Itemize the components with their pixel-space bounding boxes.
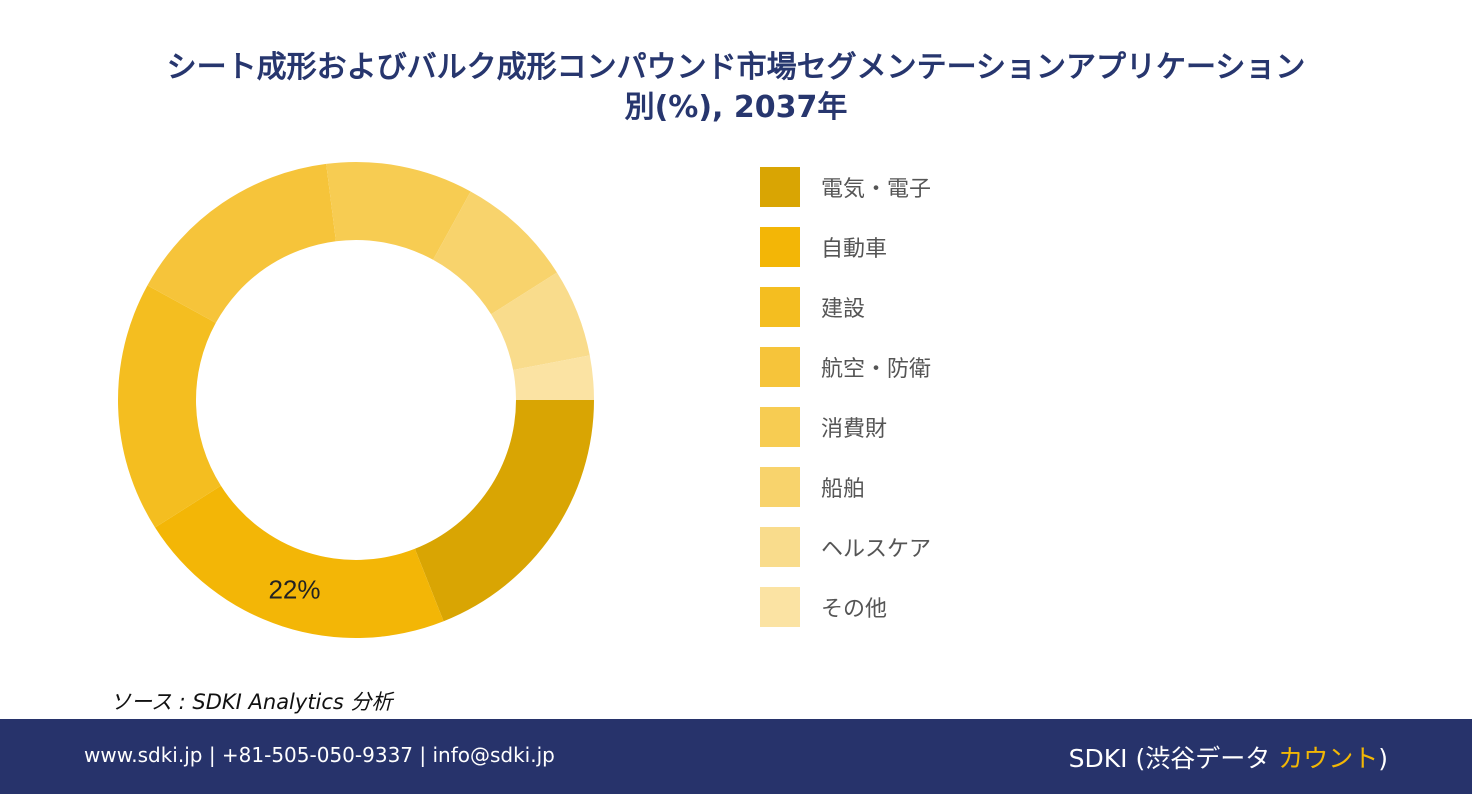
slice-data-label: 22% bbox=[268, 574, 320, 604]
brand-prefix: SDKI (渋谷データ bbox=[1068, 744, 1279, 773]
legend-item: 自動車 bbox=[760, 227, 931, 267]
donut-slice bbox=[326, 162, 471, 260]
legend-label: 船舶 bbox=[821, 477, 866, 502]
legend-swatch bbox=[760, 167, 800, 207]
footer-brand: SDKI (渋谷データ カウント) bbox=[1069, 739, 1388, 775]
footer-contact: www.sdki.jp | +81-505-050-9337 | info@sd… bbox=[84, 743, 555, 767]
legend-item: 航空・防衛 bbox=[760, 347, 931, 387]
legend-item: 建設 bbox=[760, 287, 931, 327]
legend-item: 船舶 bbox=[760, 467, 931, 507]
legend-label: 電気・電子 bbox=[821, 177, 932, 202]
donut-slice bbox=[414, 400, 594, 622]
legend-label: ヘルスケア bbox=[821, 537, 932, 562]
legend-item: ヘルスケア bbox=[760, 527, 931, 567]
donut-slice bbox=[155, 485, 444, 638]
legend-item: 電気・電子 bbox=[760, 167, 931, 207]
legend-swatch bbox=[760, 527, 800, 567]
footer-bar: www.sdki.jp | +81-505-050-9337 | info@sd… bbox=[0, 719, 1472, 794]
legend-swatch bbox=[760, 587, 800, 627]
donut-slice bbox=[491, 272, 590, 371]
chart-title: シート成形およびバルク成形コンパウンド市場セグメンテーションアプリケーション 別… bbox=[0, 48, 1472, 128]
legend-label: 航空・防衛 bbox=[821, 357, 932, 382]
donut-slice bbox=[147, 163, 336, 323]
brand-accent: カウント bbox=[1278, 744, 1379, 773]
legend-label: 消費財 bbox=[821, 417, 888, 442]
legend-swatch bbox=[760, 227, 800, 267]
brand-suffix: ) bbox=[1378, 744, 1388, 773]
chart-legend: 電気・電子自動車建設航空・防衛消費財船舶ヘルスケアその他 bbox=[760, 167, 931, 647]
legend-swatch bbox=[760, 287, 800, 327]
chart-title-line2: 別(%), 2037年 bbox=[624, 90, 848, 125]
legend-item: 消費財 bbox=[760, 407, 931, 447]
source-note: ソース : SDKI Analytics 分析 bbox=[110, 690, 393, 714]
legend-label: その他 bbox=[821, 597, 888, 622]
donut-chart: 22% bbox=[117, 162, 594, 638]
legend-label: 建設 bbox=[821, 297, 866, 322]
legend-swatch bbox=[760, 347, 800, 387]
legend-swatch bbox=[760, 407, 800, 447]
chart-title-line1: シート成形およびバルク成形コンパウンド市場セグメンテーションアプリケーション bbox=[166, 50, 1306, 85]
donut-slice bbox=[513, 355, 594, 400]
donut-slice bbox=[117, 285, 221, 528]
donut-slice bbox=[433, 191, 557, 315]
legend-item: その他 bbox=[760, 587, 931, 627]
legend-swatch bbox=[760, 467, 800, 507]
legend-label: 自動車 bbox=[821, 237, 888, 262]
